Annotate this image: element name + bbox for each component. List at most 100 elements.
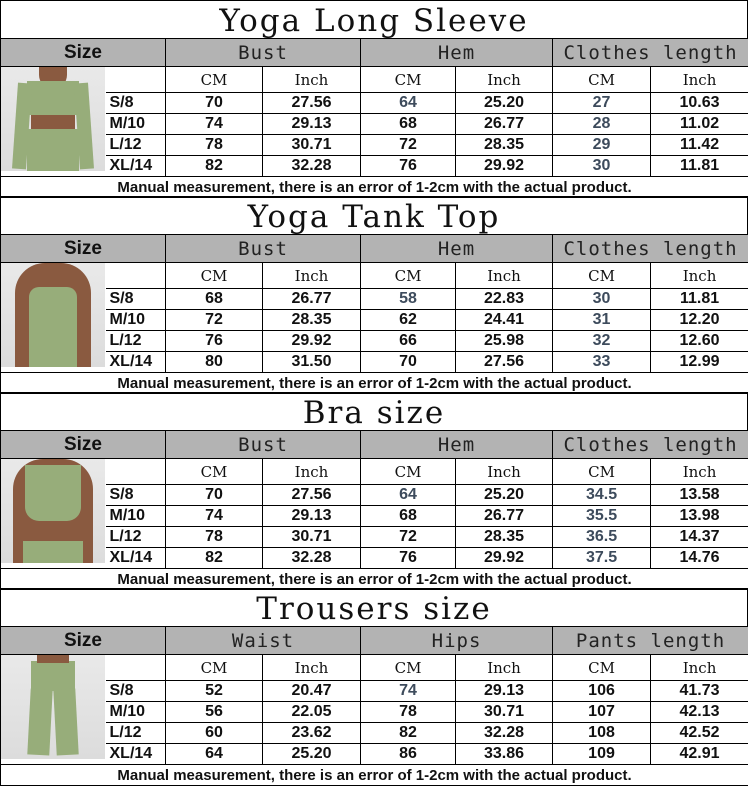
- unit-cm: CM: [361, 67, 456, 93]
- measurement-cell: 27.56: [456, 352, 553, 373]
- size-label: M/10: [106, 506, 166, 527]
- product-image: [1, 459, 106, 569]
- measurement-cell: 66: [361, 331, 456, 352]
- measurement-note: Manual measurement, there is an error of…: [1, 373, 748, 394]
- measurement-cell: 11.02: [651, 114, 748, 135]
- measurement-cell: 74: [361, 681, 456, 702]
- measurement-cell: 74: [166, 506, 263, 527]
- measurement-cell: 28: [553, 114, 651, 135]
- section-title: Yoga Tank Top: [0, 196, 748, 234]
- size-label: M/10: [106, 310, 166, 331]
- measurement-cell: 68: [166, 289, 263, 310]
- section-title: Bra size: [0, 392, 748, 430]
- measurement-cell: 32: [553, 331, 651, 352]
- column-header: Clothes length: [553, 235, 748, 263]
- measurement-cell: 78: [166, 135, 263, 156]
- measurement-cell: 13.98: [651, 506, 748, 527]
- measurement-cell: 32.28: [263, 548, 361, 569]
- section-title: Trousers size: [0, 588, 748, 626]
- measurement-cell: 64: [361, 485, 456, 506]
- measurement-cell: 12.20: [651, 310, 748, 331]
- unit-cm: CM: [166, 459, 263, 485]
- measurement-cell: 76: [361, 548, 456, 569]
- size-label: S/8: [106, 93, 166, 114]
- measurement-cell: 106: [553, 681, 651, 702]
- measurement-cell: 80: [166, 352, 263, 373]
- measurement-cell: 108: [553, 723, 651, 744]
- product-image: [1, 67, 106, 177]
- section-title: Yoga Long Sleeve: [0, 0, 748, 38]
- measurement-cell: 32.28: [456, 723, 553, 744]
- unit-inch: Inch: [456, 263, 553, 289]
- size-label: S/8: [106, 289, 166, 310]
- measurement-cell: 68: [361, 114, 456, 135]
- unit-inch: Inch: [263, 459, 361, 485]
- size-label: XL/14: [106, 156, 166, 177]
- measurement-cell: 27: [553, 93, 651, 114]
- measurement-cell: 36.5: [553, 527, 651, 548]
- measurement-cell: 31: [553, 310, 651, 331]
- measurement-cell: 107: [553, 702, 651, 723]
- measurement-cell: 60: [166, 723, 263, 744]
- unit-cm: CM: [553, 263, 651, 289]
- unit-inch: Inch: [651, 459, 748, 485]
- measurement-cell: 70: [361, 352, 456, 373]
- measurement-cell: 12.60: [651, 331, 748, 352]
- measurement-cell: 41.73: [651, 681, 748, 702]
- measurement-cell: 30.71: [263, 527, 361, 548]
- measurement-cell: 78: [166, 527, 263, 548]
- column-header: Hem: [361, 235, 553, 263]
- measurement-cell: 82: [166, 548, 263, 569]
- unit-cm: CM: [166, 67, 263, 93]
- measurement-cell: 42.52: [651, 723, 748, 744]
- measurement-cell: 29.13: [263, 114, 361, 135]
- note-row: Manual measurement, there is an error of…: [1, 765, 748, 786]
- measurement-cell: 26.77: [263, 289, 361, 310]
- unit-inch: Inch: [263, 67, 361, 93]
- column-header: Bust: [166, 235, 361, 263]
- measurement-cell: 72: [361, 527, 456, 548]
- measurement-cell: 29.13: [456, 681, 553, 702]
- size-label: XL/14: [106, 744, 166, 765]
- measurement-note: Manual measurement, there is an error of…: [1, 765, 748, 786]
- column-header: Bust: [166, 39, 361, 67]
- unit-cm: CM: [361, 263, 456, 289]
- size-header: Size: [1, 235, 166, 263]
- measurement-cell: 70: [166, 93, 263, 114]
- measurement-cell: 28.35: [456, 135, 553, 156]
- size-label: L/12: [106, 331, 166, 352]
- column-header: Hem: [361, 39, 553, 67]
- unit-inch: Inch: [456, 655, 553, 681]
- measurement-cell: 33.86: [456, 744, 553, 765]
- measurement-cell: 25.20: [456, 93, 553, 114]
- unit-inch: Inch: [651, 67, 748, 93]
- measurement-cell: 23.62: [263, 723, 361, 744]
- measurement-cell: 29: [553, 135, 651, 156]
- size-label: XL/14: [106, 548, 166, 569]
- measurement-cell: 22.05: [263, 702, 361, 723]
- size-label: S/8: [106, 485, 166, 506]
- column-header: Clothes length: [553, 39, 748, 67]
- measurement-cell: 14.37: [651, 527, 748, 548]
- column-header: Clothes length: [553, 431, 748, 459]
- size-label: M/10: [106, 114, 166, 135]
- measurement-cell: 32.28: [263, 156, 361, 177]
- measurement-cell: 64: [166, 744, 263, 765]
- measurement-cell: 109: [553, 744, 651, 765]
